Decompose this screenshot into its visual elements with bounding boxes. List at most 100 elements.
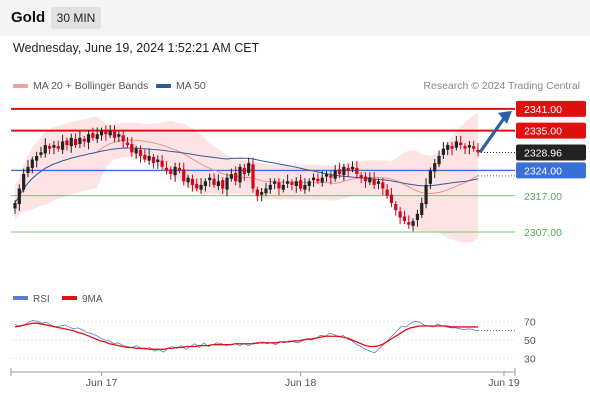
level-label: 2324.00 [524, 165, 562, 177]
candle-body [346, 167, 350, 171]
candle-body [48, 146, 52, 149]
moving-averages [14, 139, 479, 204]
candle-body [173, 166, 177, 176]
level-label: 2307.00 [524, 227, 562, 239]
candle-body [238, 166, 242, 183]
rsi-legend-swatch [13, 296, 28, 300]
candle-body [476, 149, 480, 153]
candle-body [73, 138, 78, 146]
candle-body [60, 141, 65, 150]
timeframe-button[interactable]: 30 MIN [51, 7, 101, 29]
candle-body [182, 169, 186, 182]
candle-body [385, 189, 389, 196]
candle-body [402, 216, 407, 222]
level-label: 2341.00 [524, 104, 562, 116]
candle-body [368, 177, 372, 183]
x-axis: Jun 17 Jun 18 Jun 19 [10, 368, 520, 389]
candle-body [221, 180, 225, 189]
candle-body [264, 188, 268, 194]
candle-body [112, 131, 117, 138]
candle-body [199, 184, 203, 190]
candle-body [247, 163, 251, 173]
candle-body [320, 177, 324, 183]
candle-body [407, 222, 411, 225]
candle-body [441, 148, 445, 155]
candle-body [446, 145, 450, 150]
candle-body [372, 178, 376, 185]
x-tick-label: Jun 18 [285, 377, 317, 389]
candle-body [329, 175, 333, 178]
ma9-legend-swatch [62, 296, 77, 300]
research-credit: Research © 2024 Trading Central [423, 80, 580, 92]
legend-ma50: MA 50 [156, 80, 206, 92]
legend-bollinger: MA 20 + Bollinger Bands [13, 80, 148, 92]
candle-body [420, 203, 424, 215]
rsi-panel: RSI 9MA 30 50 70 [11, 294, 536, 366]
candle-body [376, 181, 381, 184]
ma50-swatch [156, 84, 171, 89]
candle-body [212, 178, 216, 185]
candle-body [316, 178, 320, 182]
rsi-legend-label: RSI [33, 294, 50, 305]
legend-bollinger-label: MA 20 + Bollinger Bands [33, 80, 149, 92]
candle-body [281, 184, 285, 190]
candle-body [359, 175, 363, 178]
candle-body [13, 203, 17, 209]
candle-body [350, 166, 355, 170]
candle-body [273, 181, 277, 184]
candle-body [86, 134, 91, 143]
candle-body [268, 184, 272, 190]
level-labels: 2341.00 2335.00 2328.96 2324.00 2317.00 2307.… [478, 100, 586, 239]
forecast-arrow-head [498, 110, 512, 124]
level-label: 2335.00 [524, 126, 562, 138]
candle-body [195, 183, 199, 189]
candle-body [117, 134, 121, 137]
top-bar: Gold 30 MIN [0, 0, 590, 36]
candle-body [35, 155, 39, 161]
level-lines [11, 107, 515, 233]
candle-body [138, 149, 143, 156]
ma50-line [14, 147, 479, 204]
candle-body [208, 177, 212, 181]
candle-body [467, 145, 471, 148]
candle-body [333, 170, 337, 179]
candle-body [415, 213, 420, 221]
candle-body [355, 167, 359, 175]
candle-body [186, 177, 190, 183]
candle-body [95, 134, 99, 139]
candle-body [260, 192, 264, 195]
candle-body [459, 142, 463, 146]
candle-body [394, 204, 398, 211]
candle-body [290, 182, 294, 185]
candle-body [454, 141, 458, 148]
candle-body [424, 184, 428, 205]
candle-body [17, 188, 21, 205]
candle-body [52, 145, 56, 148]
candle-body [164, 167, 169, 171]
rsi-tick-label: 70 [524, 316, 536, 328]
rsi-tick-label: 30 [524, 354, 536, 366]
candle-body [151, 157, 156, 164]
candle-body [39, 152, 43, 155]
candle-body [26, 166, 30, 173]
forecast-arrow [478, 115, 507, 154]
candle-body [381, 182, 385, 189]
candle-body [130, 143, 134, 153]
candle-body [298, 180, 303, 189]
candle-body [342, 166, 346, 176]
asset-title: Gold [11, 9, 46, 26]
candle-body [411, 221, 415, 226]
candle-body [91, 133, 95, 138]
candle-body [242, 167, 246, 175]
candle-body [398, 211, 402, 218]
candle-body [472, 146, 476, 149]
candle-body [303, 184, 307, 190]
candle-body [177, 167, 182, 171]
level-label-box [516, 162, 586, 179]
candle-body [337, 169, 342, 175]
candle-body [160, 160, 164, 167]
timestamp: Wednesday, June 19, 2024 1:52:21 AM CET [13, 41, 260, 55]
candle-body [450, 146, 454, 149]
candle-body [437, 155, 441, 165]
